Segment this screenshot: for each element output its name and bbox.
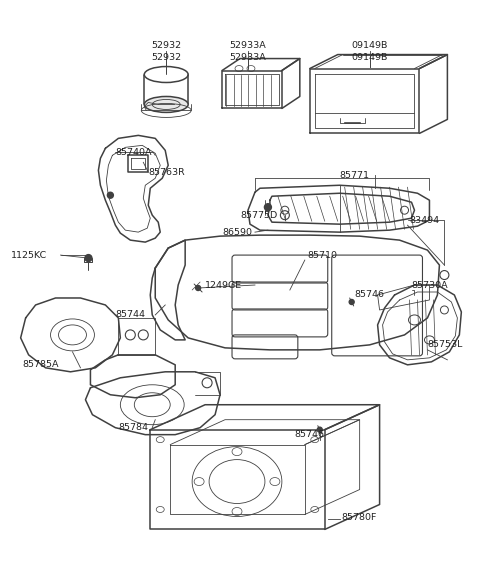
Text: 52933A: 52933A (229, 52, 266, 62)
Text: 85744: 85744 (115, 310, 145, 319)
Text: 86590: 86590 (222, 227, 252, 237)
Text: 09149B: 09149B (351, 41, 388, 50)
Text: 85763R: 85763R (148, 168, 185, 177)
Text: 85785A: 85785A (23, 360, 59, 369)
Text: 85753L: 85753L (428, 340, 463, 349)
Text: 85746: 85746 (355, 290, 384, 300)
Text: 52933A: 52933A (229, 41, 266, 50)
Text: 1249GE: 1249GE (205, 280, 242, 290)
Text: 09149B: 09149B (351, 52, 388, 62)
Text: 52932: 52932 (151, 41, 181, 50)
Text: 85775D: 85775D (240, 210, 277, 220)
Circle shape (108, 192, 113, 198)
Circle shape (264, 203, 271, 210)
Text: 85771: 85771 (340, 171, 370, 180)
Circle shape (349, 300, 354, 304)
Ellipse shape (144, 96, 188, 113)
Text: 85780F: 85780F (342, 513, 377, 522)
Text: 1125KC: 1125KC (11, 251, 47, 259)
Circle shape (85, 255, 92, 262)
Text: 52932: 52932 (151, 52, 181, 62)
Text: 85740A: 85740A (115, 148, 152, 157)
Text: 85710: 85710 (308, 251, 338, 259)
Circle shape (317, 427, 322, 432)
Text: 85730A: 85730A (411, 280, 448, 290)
Text: 85746: 85746 (295, 430, 325, 439)
Text: 83494: 83494 (409, 216, 440, 224)
Text: 85784: 85784 (119, 423, 148, 432)
Circle shape (196, 286, 201, 290)
